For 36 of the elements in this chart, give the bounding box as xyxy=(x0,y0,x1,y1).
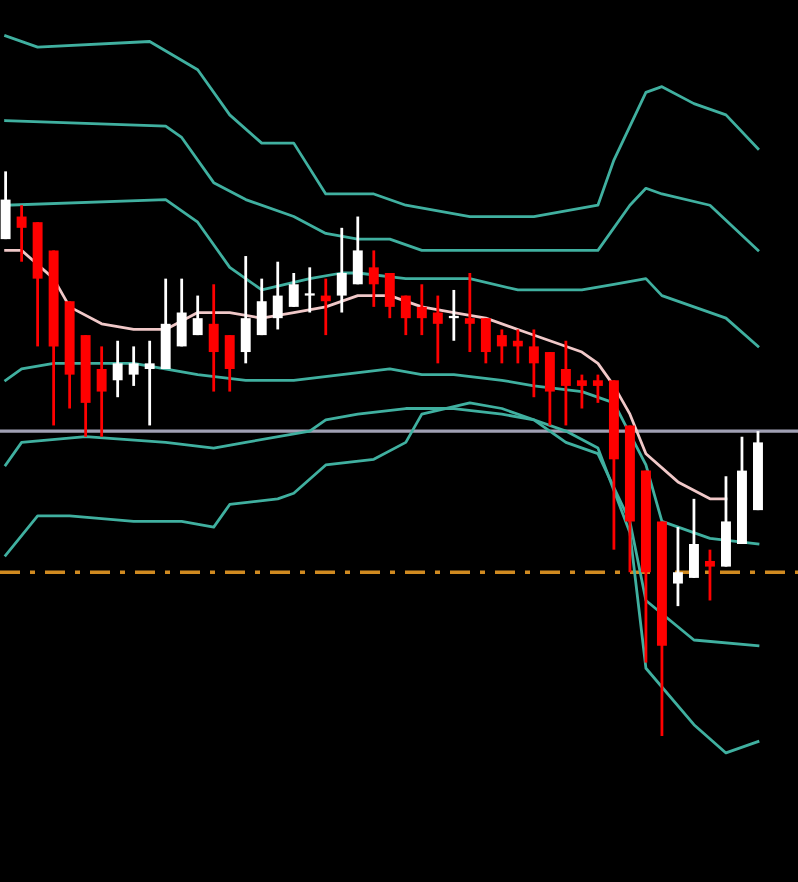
candlestick xyxy=(304,265,315,314)
candlestick xyxy=(480,316,491,365)
candlestick xyxy=(688,497,699,580)
candlestick xyxy=(240,254,251,365)
candlestick xyxy=(528,328,539,399)
candlestick xyxy=(192,294,203,337)
candlestick xyxy=(112,339,123,399)
candlestick xyxy=(721,474,731,568)
candlestick xyxy=(464,271,475,354)
candlestick xyxy=(128,345,139,388)
candlestick xyxy=(272,260,283,331)
candlestick xyxy=(560,339,571,427)
candlestick xyxy=(432,294,443,365)
candlestick xyxy=(592,373,603,405)
candlestick xyxy=(416,282,427,337)
candlestick xyxy=(672,525,683,608)
candlestick xyxy=(544,350,555,427)
candlestick xyxy=(448,288,459,343)
candlestick xyxy=(160,277,171,371)
candlestick xyxy=(704,548,715,602)
candlestick xyxy=(384,271,395,320)
candlestick xyxy=(288,271,299,309)
candlestick xyxy=(576,373,587,410)
candlestick xyxy=(352,215,363,286)
candlestick xyxy=(144,339,155,427)
candlestick xyxy=(368,249,379,309)
candlestick xyxy=(256,277,267,337)
candlestick xyxy=(96,345,107,439)
candlestick xyxy=(496,328,507,365)
candlestick xyxy=(336,226,347,314)
candlestick xyxy=(16,203,27,264)
candlestick xyxy=(0,169,11,241)
candlestick xyxy=(176,277,187,348)
candlestick xyxy=(400,294,411,337)
candlestick xyxy=(208,282,219,393)
candlestick xyxy=(224,333,235,393)
